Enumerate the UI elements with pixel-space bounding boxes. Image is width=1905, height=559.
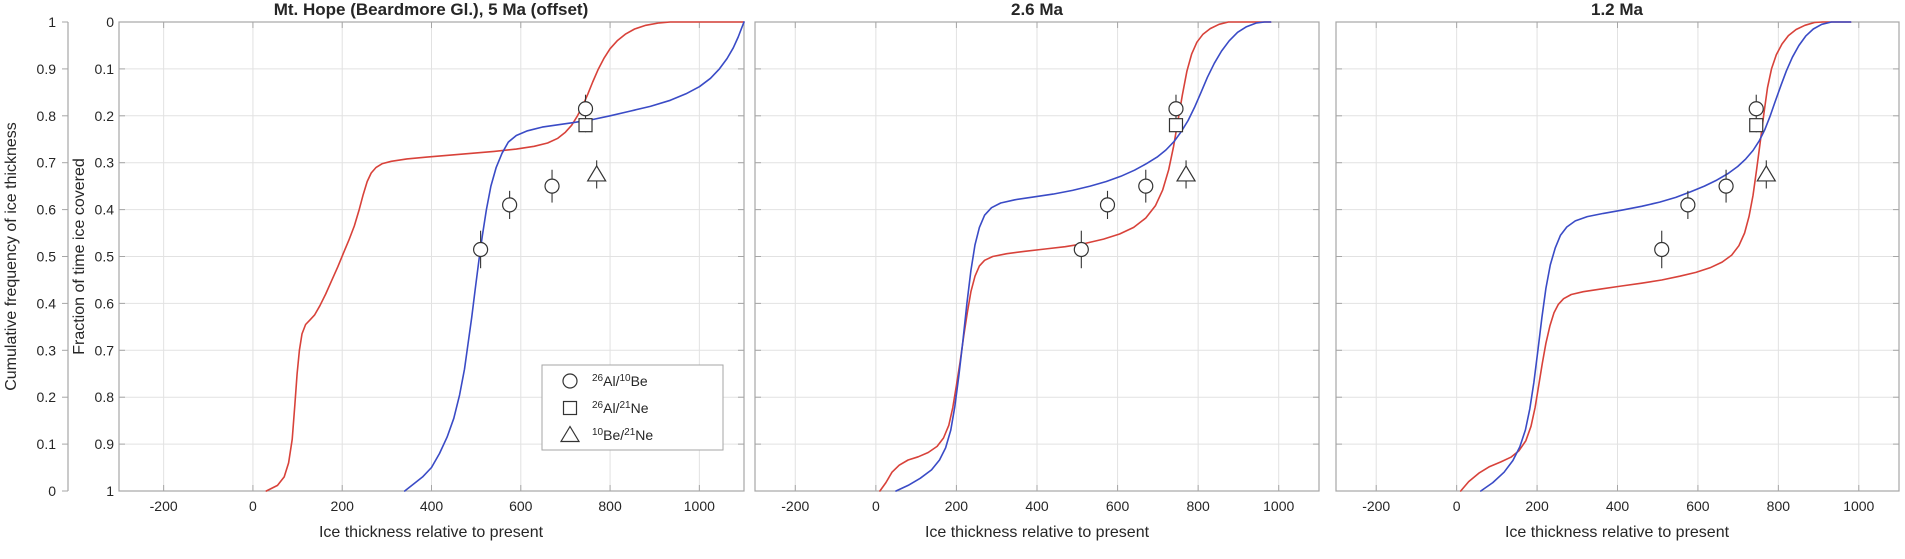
x-tick-label: 800 (1186, 498, 1210, 514)
outer-y-tick-label: 1 (48, 14, 56, 30)
outer-y-tick-label: 0.9 (37, 61, 57, 77)
legend-label: 26Al/10Be (592, 373, 648, 389)
y-tick-label: 0.4 (95, 202, 115, 218)
outer-y-tick-label: 0.4 (37, 295, 57, 311)
x-tick-label: 200 (945, 498, 969, 514)
blue-curve (1480, 21, 1852, 492)
x-tick-label: 400 (420, 498, 444, 514)
outer-y-tick-label: 0.5 (37, 249, 57, 265)
panel-1: -200 0 200 400 600 800 1000 (118, 21, 745, 514)
x-tick-label: 800 (598, 498, 622, 514)
x-tick-label: 1000 (684, 498, 715, 514)
triangle-marker (1175, 164, 1197, 182)
panel-3: -200 0 200 400 600 800 1000 (1335, 21, 1900, 514)
triangle-marker (586, 164, 607, 182)
square-marker (1168, 118, 1184, 133)
x-tick-label: 400 (1025, 498, 1049, 514)
x-axis-label-3: Ice thickness relative to present (1505, 524, 1730, 541)
panel-3-title: 1.2 Ma (1591, 0, 1644, 19)
blue-curve (895, 21, 1272, 492)
outer-y-tick-label: 0.6 (37, 202, 57, 218)
legend-label: 26Al/21Ne (592, 400, 649, 416)
outer-y-tick-label: 0.7 (37, 155, 57, 171)
x-tick-label: 200 (1525, 498, 1549, 514)
outer-y-tick-label: 0.1 (37, 436, 57, 452)
x-tick-label: 1000 (1843, 498, 1874, 514)
red-curve (879, 21, 1272, 492)
y-tick-label: 0.2 (95, 108, 115, 124)
outer-y-axis: 0 0.1 0.2 0.3 0.4 0.5 0.6 0.7 0.8 0.9 1 (37, 14, 69, 499)
y-tick-label: 0.8 (95, 389, 115, 405)
x-tick-label: 200 (331, 498, 355, 514)
x-axis-label-1: Ice thickness relative to present (319, 524, 544, 541)
circle-marker (1138, 178, 1154, 194)
y-tick-label: 0.1 (95, 61, 115, 77)
x-tick-label: 600 (1686, 498, 1710, 514)
y-tick-label: 0 (106, 14, 114, 30)
x-tick-label: 0 (249, 498, 257, 514)
inner-y-axis-label: Fraction of time ice covered (71, 158, 88, 355)
x-tick-label: 1000 (1263, 498, 1294, 514)
x-tick-label: -200 (781, 498, 809, 514)
outer-y-tick-label: 0.2 (37, 389, 57, 405)
triangle-marker (559, 425, 581, 443)
x-tick-label: -200 (1362, 498, 1390, 514)
circle-marker (1099, 197, 1116, 213)
circle-marker (1748, 101, 1764, 117)
square-marker (1749, 118, 1764, 133)
circle-marker (1073, 241, 1089, 258)
square-marker (562, 400, 578, 416)
panel-2: -200 0 200 400 600 800 1000 (754, 21, 1320, 514)
circle-marker (1680, 197, 1696, 213)
circle-marker (544, 178, 560, 194)
outer-y-tick-label: 0.8 (37, 108, 57, 124)
x-tick-label: 600 (1106, 498, 1130, 514)
x-tick-label: 0 (1453, 498, 1461, 514)
red-curve (265, 21, 745, 492)
y-tick-label: 0.3 (95, 155, 115, 171)
circle-marker (1718, 178, 1734, 194)
x-tick-label: -200 (150, 498, 178, 514)
red-curve (1459, 21, 1852, 492)
legend-label: 10Be/21Ne (592, 427, 653, 443)
circle-marker (562, 373, 578, 389)
panel-2-title: 2.6 Ma (1011, 0, 1064, 19)
circle-marker (473, 241, 489, 258)
square-marker (578, 118, 593, 133)
triangle-marker (1756, 164, 1777, 182)
circle-marker (577, 101, 594, 117)
x-axis-label-2: Ice thickness relative to present (925, 524, 1150, 541)
y-tick-label: 0.9 (95, 436, 115, 452)
outer-y-axis-label: Cumulative frequency of ice thickness (3, 122, 20, 391)
x-tick-label: 400 (1606, 498, 1630, 514)
circle-marker (1654, 241, 1670, 258)
circle-marker (1168, 101, 1184, 117)
x-tick-label: 800 (1767, 498, 1791, 514)
y-tick-label: 1 (106, 483, 114, 499)
panel-1-title: Mt. Hope (Beardmore Gl.), 5 Ma (offset) (274, 0, 589, 19)
x-tick-label: 600 (509, 498, 533, 514)
x-tick-label: 0 (872, 498, 880, 514)
blue-curve (403, 21, 745, 492)
circle-marker (502, 197, 518, 213)
outer-y-tick-label: 0 (48, 483, 56, 499)
legend: 26Al/10Be 26Al/21Ne 10Be/21Ne (541, 364, 724, 451)
outer-y-tick-label: 0.3 (37, 342, 57, 358)
y-tick-label: 0.5 (95, 249, 115, 265)
y-tick-label: 0.6 (95, 295, 115, 311)
chart-layers: 00.10.20.30.40.50.60.70.80.91 00.10.20.30… (37, 14, 1900, 514)
y-tick-label: 0.7 (95, 342, 115, 358)
